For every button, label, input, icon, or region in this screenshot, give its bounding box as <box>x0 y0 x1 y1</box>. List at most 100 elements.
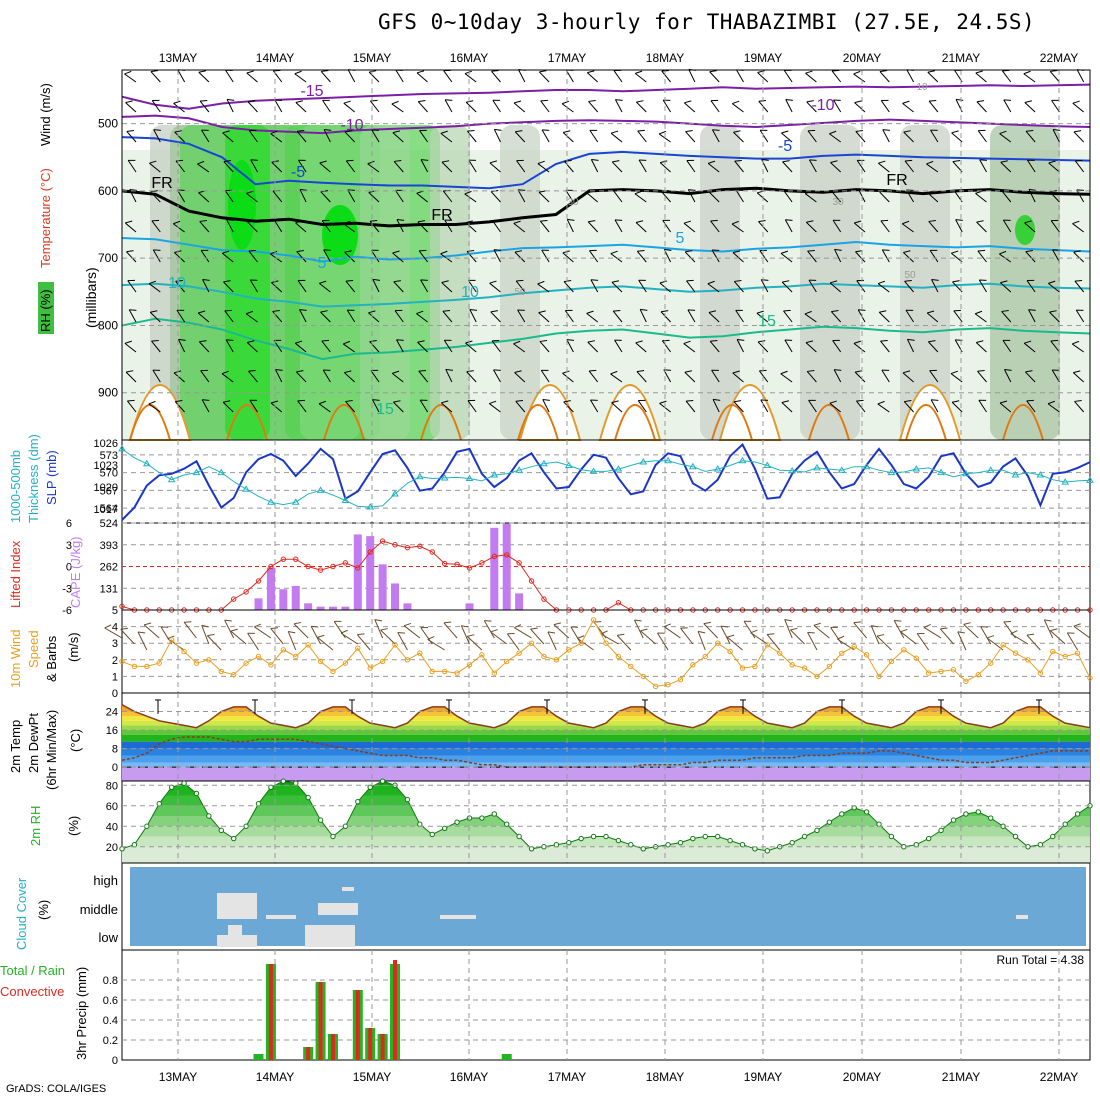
precip-tick-label: 0.4 <box>103 1015 118 1027</box>
wind-barb-flag <box>808 399 816 401</box>
surface-wind-barb-flag <box>230 628 238 632</box>
wind-barb-staff <box>392 252 404 263</box>
wind-speed-marker <box>255 653 262 660</box>
rh-marker <box>144 823 150 829</box>
lifted-index-marker <box>230 596 237 602</box>
contour-label: 5 <box>318 255 327 272</box>
wind-barb-staff <box>781 402 793 413</box>
wind-barb-flag <box>685 250 693 253</box>
surface-wind-barb-flag <box>514 624 522 629</box>
wind-barb-flag <box>296 250 304 253</box>
wind-barb-staff <box>711 249 720 263</box>
surface-wind-barb <box>460 625 470 645</box>
wind-barb <box>199 99 210 113</box>
cloud-patch <box>1016 915 1028 919</box>
wind-barb-flag <box>1026 399 1034 402</box>
rh-marker <box>293 780 299 786</box>
wind-barb <box>126 250 137 263</box>
top-date-label: 16MAY <box>450 51 488 65</box>
wind-barb-flag <box>1026 129 1034 132</box>
rh-band <box>122 805 1090 816</box>
wind-barb <box>489 400 501 413</box>
wind-barb-flag <box>420 159 429 161</box>
wind-barb-staff <box>1025 130 1036 143</box>
wind-barb-staff <box>1073 251 1085 263</box>
wind-barb-flag <box>343 220 351 225</box>
wind-barb-staff <box>222 252 234 263</box>
wind-barb-staff <box>783 310 793 323</box>
wind-barb-staff <box>226 219 234 233</box>
wind-barb-flag <box>298 279 306 282</box>
wind-barb-flag <box>829 130 837 135</box>
rh-moist-region-5 <box>300 125 360 440</box>
surface-wind-barb <box>876 634 892 651</box>
wind-barb <box>128 309 137 323</box>
wind-barb-staff <box>1001 190 1012 203</box>
wind-barb <box>515 279 526 293</box>
wind-barb-staff <box>733 281 744 293</box>
wind-barb <box>198 340 210 353</box>
wind-barb-staff <box>540 370 550 383</box>
wind-barb <box>637 399 647 413</box>
wind-barb-staff <box>903 252 914 263</box>
wind-barb-staff <box>1003 369 1012 383</box>
wind-barb-flag <box>1027 159 1035 161</box>
wind-barb <box>1026 279 1036 293</box>
run-total-label: Run Total = 4.38 <box>996 953 1084 967</box>
wind-barb-staff <box>443 70 453 83</box>
surface-wind-barb-flag <box>167 635 175 639</box>
wind-barb-staff <box>151 100 161 113</box>
wind-axis-label-3: & Barbs <box>44 635 59 682</box>
wind-barb <box>1052 129 1061 143</box>
surface-wind-barb-staff <box>183 621 197 639</box>
wind-barb-staff <box>804 313 817 323</box>
wind-barb <box>444 219 453 233</box>
wind-barb <box>1001 310 1012 323</box>
wind-barb-staff <box>152 249 161 263</box>
wind-barb-flag <box>537 280 545 285</box>
thickness-marker <box>341 496 350 503</box>
lifted-index-marker <box>243 589 249 595</box>
contour-label: FR <box>151 175 172 192</box>
wind-barb-staff <box>780 373 793 383</box>
rh-marker <box>988 815 994 821</box>
wind-barb-flag <box>902 100 910 104</box>
wind-barb-staff <box>247 101 258 113</box>
rh-marker <box>814 827 820 834</box>
surface-wind-barb-staff <box>530 628 545 645</box>
rh-moist-region-12 <box>990 125 1060 440</box>
wind-barb-staff <box>808 159 817 173</box>
wind-barb <box>1072 370 1085 383</box>
wind-barb <box>1074 400 1085 413</box>
rh-marker <box>504 821 510 827</box>
wind-barb <box>901 220 914 233</box>
wind-barb-staff <box>1028 189 1036 203</box>
surface-wind-barb <box>986 635 1004 651</box>
wind-barb-staff <box>491 340 501 353</box>
wind-barb <box>781 130 793 143</box>
wind-barb <box>319 160 331 173</box>
wind-barb-staff <box>736 69 744 83</box>
wind-barb <box>687 309 696 323</box>
rh-marker <box>578 835 584 842</box>
surface-wind-barb <box>287 630 297 651</box>
rh-marker <box>950 817 957 823</box>
wind-barb <box>708 310 720 323</box>
contour-label: -10 <box>340 117 363 134</box>
wind-barb-flag <box>856 279 864 282</box>
wind-barb-flag <box>489 280 497 284</box>
wind-barb-staff <box>1024 222 1036 233</box>
wind-barb-staff <box>246 342 258 353</box>
contour-label: 50 <box>904 270 916 281</box>
wind-barb-staff <box>176 309 186 323</box>
surface-wind-barb-staff <box>427 638 445 651</box>
wind-barb <box>250 159 258 173</box>
rh-marker <box>888 833 895 840</box>
wind-barb-staff <box>489 162 501 173</box>
wind-barb <box>829 400 842 413</box>
surface-wind-barb-flag <box>317 634 325 638</box>
wind-barb-flag <box>613 309 621 312</box>
wind-barb <box>759 129 769 143</box>
wind-speed-marker <box>305 642 311 648</box>
wind-barb-flag <box>638 279 646 281</box>
